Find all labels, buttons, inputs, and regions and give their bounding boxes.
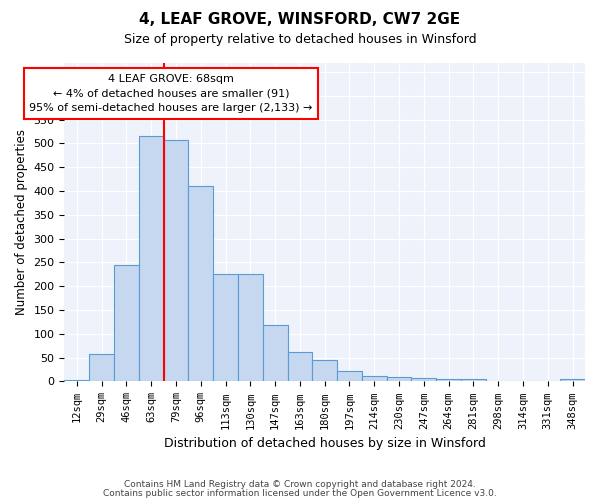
Bar bbox=[287, 352, 313, 382]
Text: 4 LEAF GROVE: 68sqm
← 4% of detached houses are smaller (91)
95% of semi-detache: 4 LEAF GROVE: 68sqm ← 4% of detached hou… bbox=[29, 74, 313, 114]
Bar bbox=[64, 380, 89, 382]
Text: Contains HM Land Registry data © Crown copyright and database right 2024.: Contains HM Land Registry data © Crown c… bbox=[124, 480, 476, 489]
Bar bbox=[386, 377, 412, 382]
Text: 4, LEAF GROVE, WINSFORD, CW7 2GE: 4, LEAF GROVE, WINSFORD, CW7 2GE bbox=[139, 12, 461, 28]
Text: Contains public sector information licensed under the Open Government Licence v3: Contains public sector information licen… bbox=[103, 489, 497, 498]
X-axis label: Distribution of detached houses by size in Winsford: Distribution of detached houses by size … bbox=[164, 437, 485, 450]
Bar bbox=[337, 372, 362, 382]
Bar bbox=[213, 274, 238, 382]
Bar bbox=[436, 379, 461, 382]
Bar bbox=[164, 140, 188, 382]
Bar bbox=[263, 326, 287, 382]
Bar bbox=[362, 376, 386, 382]
Bar bbox=[238, 274, 263, 382]
Y-axis label: Number of detached properties: Number of detached properties bbox=[15, 129, 28, 315]
Bar bbox=[412, 378, 436, 382]
Bar bbox=[114, 265, 139, 382]
Text: Size of property relative to detached houses in Winsford: Size of property relative to detached ho… bbox=[124, 32, 476, 46]
Bar bbox=[188, 186, 213, 382]
Bar bbox=[560, 378, 585, 382]
Bar bbox=[139, 136, 164, 382]
Bar bbox=[313, 360, 337, 382]
Bar bbox=[89, 354, 114, 382]
Bar bbox=[461, 379, 486, 382]
